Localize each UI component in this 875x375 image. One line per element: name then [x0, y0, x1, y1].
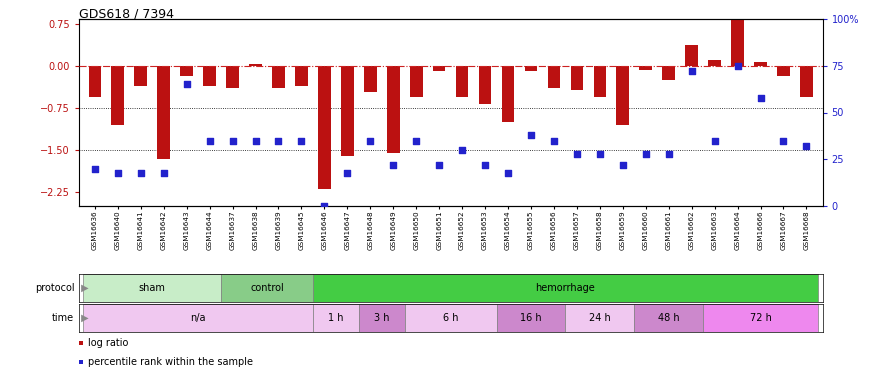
Bar: [341, 66, 354, 156]
Bar: [295, 66, 308, 86]
Bar: [135, 66, 147, 86]
Bar: [249, 63, 262, 66]
Bar: [565, 304, 634, 332]
Bar: [617, 66, 629, 125]
Bar: [640, 66, 652, 70]
Bar: [456, 66, 468, 97]
Point: [524, 132, 538, 138]
Point: [616, 162, 630, 168]
Bar: [496, 304, 565, 332]
Bar: [433, 66, 445, 71]
Point: [731, 63, 745, 69]
Point: [478, 162, 492, 168]
Bar: [754, 62, 766, 66]
Bar: [525, 66, 537, 71]
Point: [111, 170, 125, 176]
Bar: [318, 66, 331, 189]
Bar: [634, 304, 704, 332]
Bar: [359, 304, 405, 332]
Text: 3 h: 3 h: [374, 313, 389, 323]
Text: n/a: n/a: [191, 313, 206, 323]
Bar: [313, 274, 818, 302]
Point: [570, 151, 584, 157]
Bar: [387, 66, 400, 153]
Text: 72 h: 72 h: [750, 313, 772, 323]
Text: time: time: [52, 313, 74, 323]
Point: [800, 143, 814, 149]
Text: 6 h: 6 h: [443, 313, 458, 323]
Point: [501, 170, 515, 176]
Bar: [83, 274, 221, 302]
Bar: [272, 66, 284, 88]
Text: 16 h: 16 h: [520, 313, 542, 323]
Point: [547, 138, 561, 144]
Point: [294, 138, 308, 144]
Bar: [364, 66, 376, 92]
Point: [157, 170, 171, 176]
Text: sham: sham: [139, 283, 165, 293]
Bar: [548, 66, 560, 88]
Bar: [570, 66, 584, 90]
Text: ▶: ▶: [78, 283, 88, 293]
Point: [363, 138, 377, 144]
Point: [226, 138, 240, 144]
Point: [662, 151, 676, 157]
Text: control: control: [250, 283, 284, 293]
Bar: [777, 66, 790, 76]
Bar: [203, 66, 216, 86]
Bar: [685, 45, 698, 66]
Bar: [83, 304, 313, 332]
Text: GDS618 / 7394: GDS618 / 7394: [79, 8, 174, 21]
Point: [753, 94, 767, 100]
Text: ▶: ▶: [78, 313, 88, 323]
Bar: [405, 304, 496, 332]
Bar: [708, 60, 721, 66]
Point: [708, 138, 722, 144]
Point: [776, 138, 790, 144]
Bar: [704, 304, 818, 332]
Point: [410, 138, 423, 144]
Bar: [313, 304, 359, 332]
Point: [318, 203, 332, 209]
Bar: [227, 66, 239, 88]
Point: [639, 151, 653, 157]
Point: [684, 68, 698, 74]
Text: log ratio: log ratio: [88, 338, 128, 348]
Bar: [800, 66, 813, 97]
Point: [248, 138, 262, 144]
Bar: [662, 66, 675, 80]
Point: [432, 162, 446, 168]
Point: [386, 162, 400, 168]
Point: [179, 81, 193, 87]
Text: percentile rank within the sample: percentile rank within the sample: [88, 357, 253, 367]
Bar: [410, 66, 423, 97]
Bar: [501, 66, 514, 122]
Text: hemorrhage: hemorrhage: [536, 283, 595, 293]
Text: protocol: protocol: [35, 283, 74, 293]
Bar: [221, 274, 313, 302]
Point: [455, 147, 469, 153]
Bar: [479, 66, 492, 104]
Text: 1 h: 1 h: [328, 313, 344, 323]
Point: [203, 138, 217, 144]
Bar: [111, 66, 124, 125]
Bar: [732, 19, 744, 66]
Bar: [180, 66, 193, 76]
Text: 48 h: 48 h: [658, 313, 680, 323]
Text: 24 h: 24 h: [589, 313, 611, 323]
Bar: [88, 66, 102, 97]
Point: [134, 170, 148, 176]
Point: [340, 170, 354, 176]
Point: [88, 166, 102, 172]
Bar: [593, 66, 606, 97]
Bar: [158, 66, 170, 159]
Point: [271, 138, 285, 144]
Point: [593, 151, 607, 157]
